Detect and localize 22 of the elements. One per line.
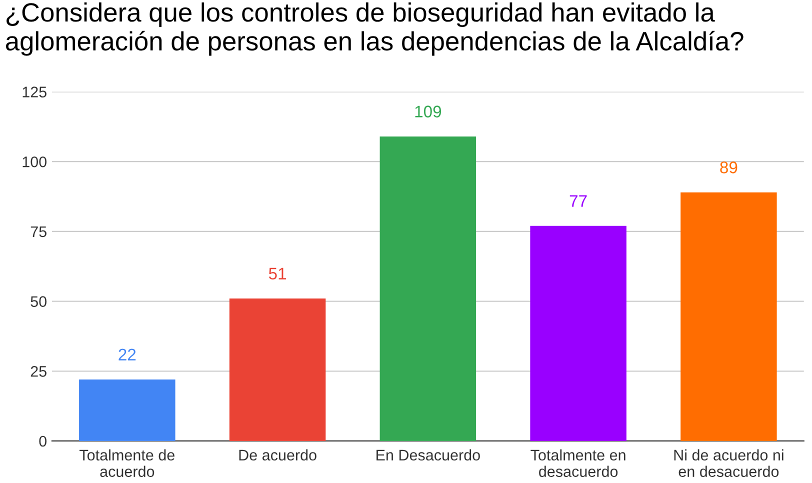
y-tick-label: 25 — [30, 366, 46, 377]
data-label: 89 — [720, 162, 738, 174]
bar — [79, 380, 176, 441]
data-label: 77 — [570, 195, 587, 207]
x-tick-label: En Desacuerdo — [376, 449, 480, 461]
chart-title: ¿Considera que los controles de bioseguridad han evitado la aglomeración de personas en las dependencias de la Alcaldía? — [6, 2, 744, 56]
bar — [530, 226, 626, 441]
bar — [229, 298, 326, 441]
bar — [680, 192, 777, 441]
bar — [380, 136, 476, 441]
y-tick-label: 0 — [39, 436, 47, 447]
y-tick-label: 75 — [30, 226, 46, 238]
y-tick-label: 100 — [22, 156, 47, 168]
data-label: 22 — [118, 348, 136, 360]
data-label: 109 — [415, 106, 442, 118]
x-tick-label: Totalmente de acuerdo — [80, 449, 174, 477]
x-tick-label: De acuerdo — [239, 449, 316, 461]
x-tick-label: Ni de acuerdo ni en desacuerdo — [674, 449, 784, 477]
y-tick-label: 125 — [22, 86, 46, 98]
data-label: 51 — [268, 268, 286, 280]
y-tick-label: 50 — [30, 296, 47, 307]
x-tick-label: Totalmente en desacuerdo — [530, 449, 626, 477]
